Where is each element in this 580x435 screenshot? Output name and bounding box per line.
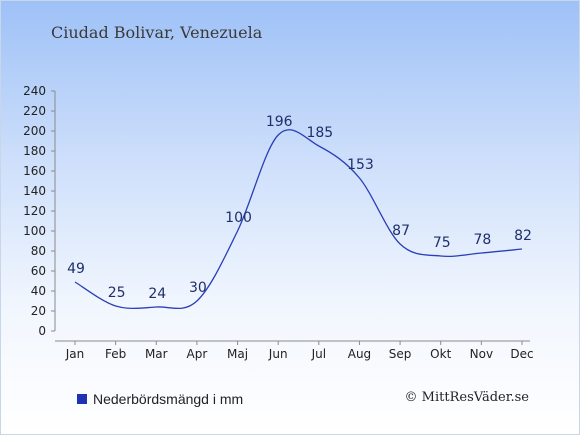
- data-label: 153: [347, 157, 374, 173]
- x-tick-label: Nov: [470, 347, 493, 361]
- y-tick-label: 140: [23, 184, 46, 198]
- x-tick-label: Aug: [348, 347, 371, 361]
- data-label: 30: [189, 280, 207, 296]
- y-tick-label: 220: [23, 104, 46, 118]
- y-tick-label: 0: [38, 324, 46, 338]
- y-ticks: 0 20 40 60 80 100 120 140 160 180 200 220 240: [23, 84, 55, 338]
- x-tick-label: Dec: [510, 347, 533, 361]
- y-tick-label: 100: [23, 224, 46, 238]
- legend-swatch: [77, 394, 87, 404]
- data-label: 87: [392, 223, 410, 239]
- chart-title: Ciudad Bolivar, Venezuela: [51, 23, 263, 42]
- x-ticks: Jan Feb Mar Apr Maj Jun Jul Aug Sep Okt Nov Dec: [65, 341, 534, 361]
- y-tick-label: 180: [23, 144, 46, 158]
- data-label: 82: [514, 228, 532, 244]
- x-tick-label: Jun: [268, 347, 288, 361]
- x-tick-label: Mar: [145, 347, 168, 361]
- data-label: 196: [266, 114, 293, 130]
- legend: Nederbördsmängd i mm: [77, 391, 243, 407]
- y-tick-label: 40: [31, 284, 46, 298]
- data-label: 25: [108, 285, 126, 301]
- data-label: 49: [67, 261, 85, 277]
- x-tick-label: Okt: [430, 347, 451, 361]
- data-label: 185: [306, 125, 333, 141]
- y-tick-label: 80: [31, 244, 46, 258]
- data-labels: 49 25 24 30 100 196 185 153 87 75 78 82: [67, 114, 532, 302]
- y-tick-label: 60: [31, 264, 46, 278]
- y-tick-label: 160: [23, 164, 46, 178]
- data-label: 24: [148, 286, 166, 302]
- legend-label: Nederbördsmängd i mm: [93, 391, 244, 407]
- rainfall-line: [74, 129, 523, 310]
- y-tick-label: 200: [23, 124, 46, 138]
- x-tick-label: Maj: [227, 347, 248, 361]
- copyright-text: © MittResVäder.se: [404, 390, 529, 405]
- data-label: 75: [433, 235, 451, 251]
- x-tick-label: Apr: [187, 347, 208, 361]
- x-tick-label: Jul: [311, 347, 326, 361]
- y-tick-label: 120: [23, 204, 46, 218]
- y-tick-label: 20: [31, 304, 46, 318]
- x-tick-label: Feb: [105, 347, 126, 361]
- y-tick-label: 240: [23, 84, 46, 98]
- data-label: 78: [473, 232, 491, 248]
- x-tick-label: Sep: [389, 347, 412, 361]
- data-label: 100: [225, 210, 252, 226]
- x-tick-label: Jan: [65, 347, 85, 361]
